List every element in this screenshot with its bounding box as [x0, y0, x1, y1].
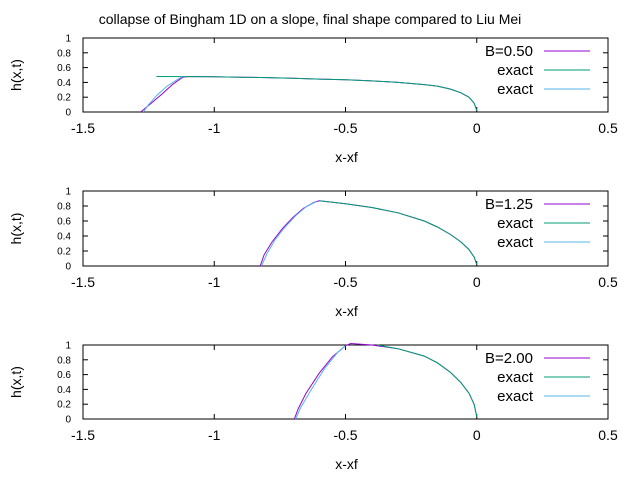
x-axis-label: x-xf — [335, 149, 358, 165]
series-line-3 — [261, 201, 317, 267]
series-line-1 — [293, 342, 478, 420]
legend-label: exact — [497, 215, 534, 232]
y-tick-label: 1 — [65, 187, 71, 198]
y-tick-label: 0 — [65, 415, 71, 426]
legend-label: B=0.50 — [485, 43, 533, 60]
y-tick-label: 1 — [65, 341, 71, 352]
y-tick-label: 1 — [65, 34, 71, 45]
x-tick-label: 0.5 — [598, 427, 618, 443]
x-tick-label: 0.5 — [598, 120, 618, 136]
chart-panel-3: -1.5 -1 -0.5 0 0.5 0 0.2 0.4 0.6 0.8 1 x-xf h(x,t) B=… — [8, 341, 618, 473]
x-tick-label: 0 — [473, 120, 481, 136]
y-tick-label: 0.8 — [57, 355, 71, 366]
x-axis-label: x-xf — [335, 456, 358, 472]
legend-label: exact — [497, 388, 534, 405]
chart-title: collapse of Bingham 1D on a slope, final… — [99, 11, 522, 27]
y-tick-label: 0.8 — [57, 202, 71, 213]
legend-label: exact — [497, 234, 534, 251]
legend-label: B=2.00 — [485, 350, 533, 367]
legend-label: exact — [497, 369, 534, 386]
y-tick-label: 0.2 — [57, 400, 71, 411]
chart-panel-1: -1.5 -1 -0.5 0 0.5 0 0.2 0.4 0.6 0.8 1 x-xf h(x,t) B=… — [8, 34, 618, 166]
x-tick-label: 0 — [473, 274, 481, 290]
x-tick-label: -1 — [208, 120, 221, 136]
legend-label: exact — [497, 62, 534, 79]
y-axis-label: h(x,t) — [8, 213, 24, 245]
legend-label: exact — [497, 81, 534, 98]
series-line-2 — [319, 200, 478, 265]
x-tick-label: -1.5 — [71, 120, 95, 136]
y-axis-label: h(x,t) — [8, 59, 24, 91]
series-line-3 — [295, 345, 346, 420]
x-tick-label: -0.5 — [333, 120, 357, 136]
x-tick-label: -0.5 — [333, 427, 357, 443]
x-tick-label: 0.5 — [598, 274, 618, 290]
x-axis-label: x-xf — [335, 303, 358, 319]
x-tick-label: -1.5 — [71, 274, 95, 290]
y-tick-label: 0.6 — [57, 370, 71, 381]
x-tick-label: -1.5 — [71, 427, 95, 443]
y-tick-label: 0.2 — [57, 93, 71, 104]
y-tick-label: 0.6 — [57, 63, 71, 74]
x-tick-label: 0 — [473, 427, 481, 443]
legend-label: B=1.25 — [485, 196, 533, 213]
y-tick-label: 0.2 — [57, 247, 71, 258]
series-line-2 — [376, 344, 478, 417]
y-tick-label: 0.8 — [57, 48, 71, 59]
chart-panel-2: -1.5 -1 -0.5 0 0.5 0 0.2 0.4 0.6 0.8 1 x-xf h(x,t) B=… — [8, 187, 618, 320]
series-line-2 — [156, 76, 478, 111]
y-tick-label: 0 — [65, 108, 71, 119]
series-line-3 — [142, 76, 183, 113]
y-tick-label: 0 — [65, 262, 71, 273]
y-tick-label: 0.4 — [57, 385, 71, 396]
x-tick-label: -0.5 — [333, 274, 357, 290]
y-tick-label: 0.6 — [57, 217, 71, 228]
x-tick-label: -1 — [208, 427, 221, 443]
series-line-1 — [259, 200, 478, 267]
y-axis-label: h(x,t) — [8, 366, 24, 398]
y-tick-label: 0.4 — [57, 78, 71, 89]
x-tick-label: -1 — [208, 274, 221, 290]
y-tick-label: 0.4 — [57, 232, 71, 243]
series-line-1 — [140, 75, 478, 113]
